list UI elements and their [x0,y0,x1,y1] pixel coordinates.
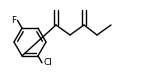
Text: Cl: Cl [43,58,52,67]
Text: F: F [11,16,17,25]
